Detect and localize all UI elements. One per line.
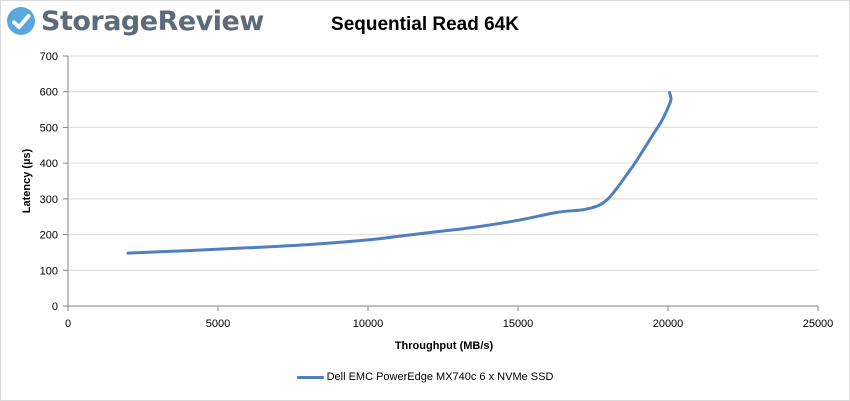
y-tick-label-600: 600 (40, 87, 58, 99)
brand-name: StorageReview (41, 5, 264, 37)
legend-swatch (296, 375, 324, 379)
series-lines (126, 90, 673, 255)
y-tick-label-100: 100 (40, 265, 58, 277)
y-tick-label-400: 400 (40, 158, 58, 170)
gridlines (68, 55, 818, 271)
x-tick-label-20000: 20000 (653, 318, 684, 330)
legend-label: Dell EMC PowerEdge MX740c 6 x NVMe SSD (326, 371, 554, 383)
series-line-0 (126, 90, 673, 255)
y-tick-label-700: 700 (40, 51, 58, 63)
y-axis-title: Latency (µs) (21, 148, 33, 213)
chart-title: Sequential Read 64K (331, 14, 519, 35)
y-tick-label-200: 200 (40, 230, 58, 242)
x-tick-label-10000: 10000 (353, 318, 384, 330)
storagereview-logo-icon (7, 7, 35, 35)
x-tick-label-0: 0 (65, 318, 71, 330)
brand-logo: StorageReview (6, 4, 264, 38)
y-tick-label-0: 0 (52, 301, 58, 313)
x-axis-title: Throughput (MB/s) (395, 340, 494, 352)
axes (63, 55, 819, 311)
y-tick-labels: 0 100 200 300 400 500 600 700 (40, 51, 58, 313)
y-tick-label-300: 300 (40, 194, 58, 206)
x-tick-label-15000: 15000 (503, 318, 534, 330)
x-tick-label-5000: 5000 (206, 318, 230, 330)
x-tick-label-25000: 25000 (803, 318, 834, 330)
x-tick-labels: 0 5000 10000 15000 20000 25000 (65, 318, 833, 330)
legend: Dell EMC PowerEdge MX740c 6 x NVMe SSD (0, 371, 850, 383)
y-tick-label-500: 500 (40, 122, 58, 134)
